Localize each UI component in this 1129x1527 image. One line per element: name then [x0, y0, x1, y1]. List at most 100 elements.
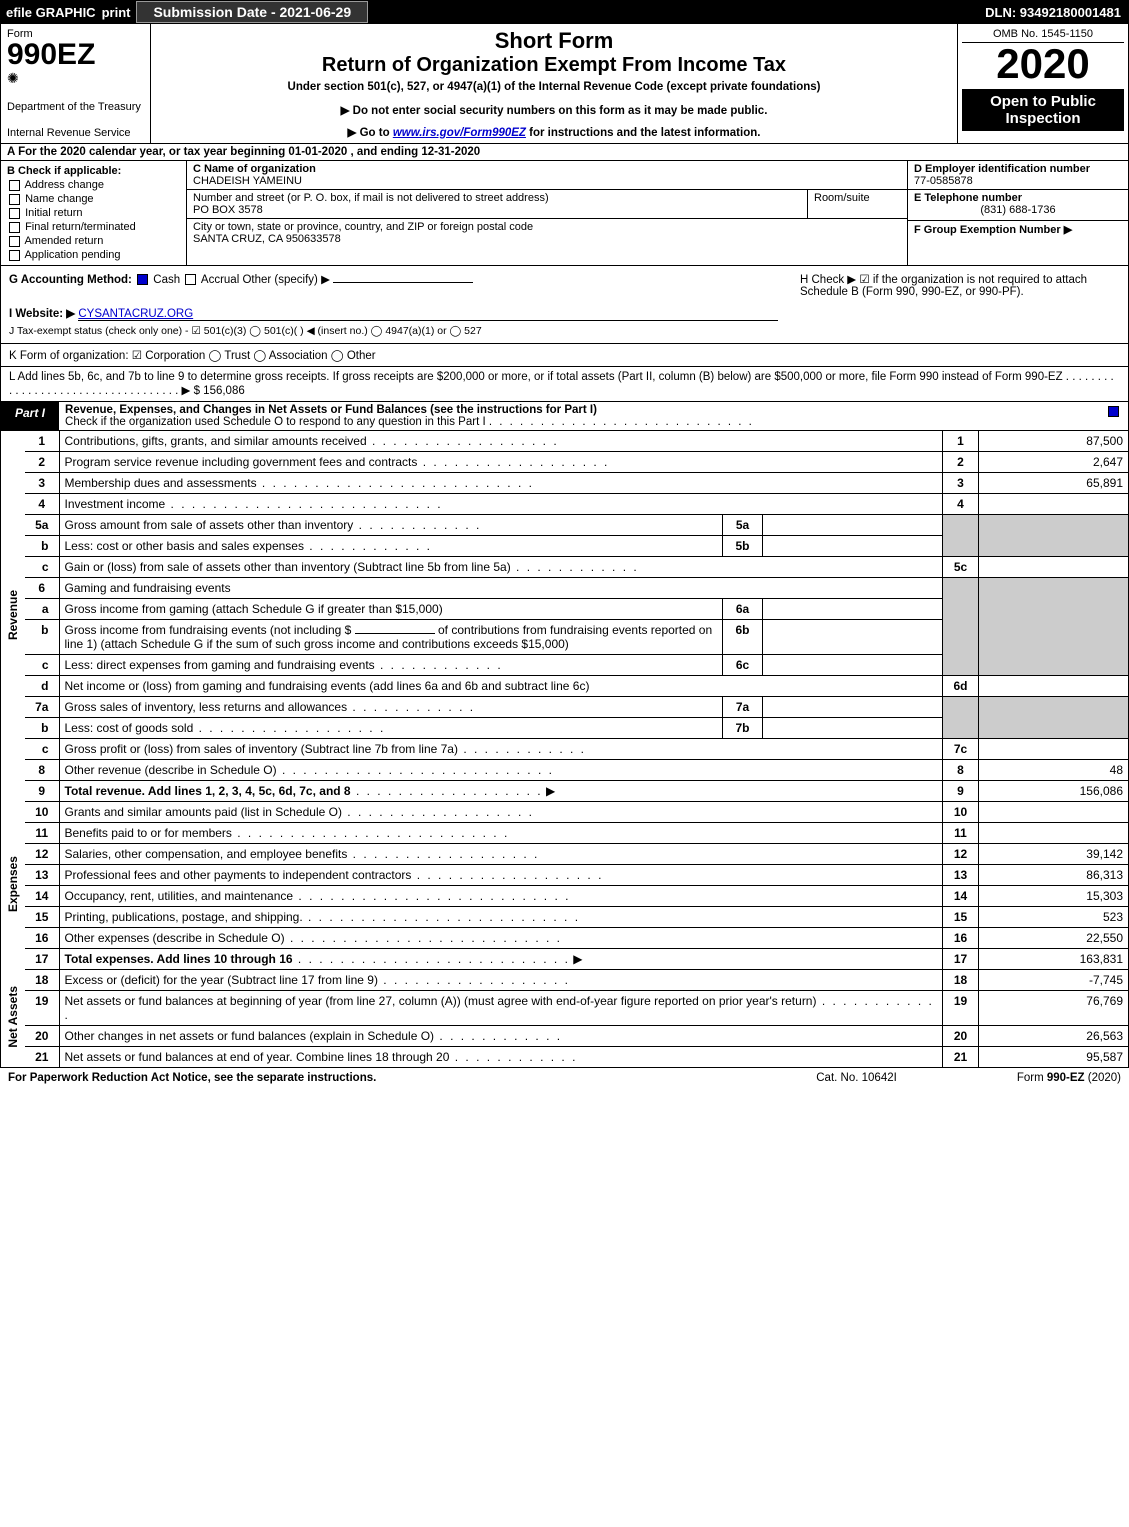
l4-desc: Investment income	[65, 497, 166, 511]
f-header: F Group Exemption Number ▶	[914, 223, 1122, 236]
h-text: H Check ▶ ☑ if the organization is not r…	[800, 272, 1120, 298]
j-tax-exempt: J Tax-exempt status (check only one) - ☑…	[9, 325, 1120, 337]
ln21: 21	[25, 1047, 59, 1068]
cb-initial-return[interactable]: Initial return	[7, 207, 180, 219]
b-header: B Check if applicable:	[7, 165, 180, 177]
phone: (831) 688-1736	[914, 204, 1122, 216]
title-return: Return of Organization Exempt From Incom…	[159, 54, 949, 77]
g-label: G Accounting Method:	[9, 274, 132, 286]
room-suite: Room/suite	[807, 190, 907, 218]
ln5a: 5a	[25, 515, 59, 536]
addr-header: Number and street (or P. O. box, if mail…	[193, 192, 801, 204]
cb-accrual[interactable]	[185, 274, 196, 285]
cb-cash[interactable]	[137, 274, 148, 285]
v14: 15,303	[979, 886, 1129, 907]
l15-desc: Printing, publications, postage, and shi…	[65, 910, 303, 924]
l6b-input[interactable]	[355, 633, 435, 634]
v20: 26,563	[979, 1026, 1129, 1047]
v9: 156,086	[979, 781, 1129, 802]
open-to-public: Open to Public Inspection	[962, 89, 1124, 131]
row-a-tax-year: A For the 2020 calendar year, or tax yea…	[0, 144, 1129, 161]
l17-desc: Total expenses. Add lines 10 through 16	[65, 952, 293, 966]
ln6d: d	[25, 676, 59, 697]
ln4: 4	[25, 494, 59, 515]
l-amount: 156,086	[203, 385, 245, 397]
v17: 163,831	[979, 949, 1129, 970]
v2: 2,647	[979, 452, 1129, 473]
v6b	[763, 620, 943, 655]
g-other: Other (specify) ▶	[242, 274, 329, 286]
ln2: 2	[25, 452, 59, 473]
l10-desc: Grants and similar amounts paid (list in…	[65, 805, 342, 819]
v8: 48	[979, 760, 1129, 781]
v3: 65,891	[979, 473, 1129, 494]
l5a-desc: Gross amount from sale of assets other t…	[65, 518, 354, 532]
ln7c: c	[25, 739, 59, 760]
v11	[979, 823, 1129, 844]
l6b-desc1: Gross income from fundraising events (no…	[65, 623, 352, 637]
dept-treasury: Department of the Treasury	[7, 101, 144, 113]
city-header: City or town, state or province, country…	[193, 221, 901, 233]
part1-header: Part I Revenue, Expenses, and Changes in…	[0, 402, 1129, 431]
form-header: Form 990EZ ✺ Department of the Treasury …	[0, 24, 1129, 144]
goto-pre: ▶ Go to	[348, 127, 393, 139]
l9-desc: Total revenue. Add lines 1, 2, 3, 4, 5c,…	[65, 784, 351, 798]
v5a	[763, 515, 943, 536]
v5c	[979, 557, 1129, 578]
l7b-desc: Less: cost of goods sold	[65, 721, 194, 735]
side-net-assets: Net Assets	[1, 970, 26, 1068]
d-header: D Employer identification number	[914, 163, 1122, 175]
ln6b: b	[25, 620, 59, 655]
l14-desc: Occupancy, rent, utilities, and maintena…	[65, 889, 294, 903]
v15: 523	[979, 907, 1129, 928]
ln8: 8	[25, 760, 59, 781]
irs-link[interactable]: www.irs.gov/Form990EZ	[393, 127, 526, 139]
block-b-c-d: B Check if applicable: Address change Na…	[0, 161, 1129, 266]
l5b-desc: Less: cost or other basis and sales expe…	[65, 539, 304, 553]
v5b	[763, 536, 943, 557]
tax-year: 2020	[962, 43, 1124, 85]
i-label: I Website: ▶	[9, 308, 75, 320]
v10	[979, 802, 1129, 823]
ln6c: c	[25, 655, 59, 676]
g-other-input[interactable]	[333, 282, 473, 283]
v18: -7,745	[979, 970, 1129, 991]
foot-paperwork: For Paperwork Reduction Act Notice, see …	[8, 1072, 376, 1084]
part1-checkbox[interactable]	[1108, 406, 1119, 417]
dln: DLN: 93492180001481	[985, 5, 1129, 20]
goto-line: ▶ Go to www.irs.gov/Form990EZ for instru…	[159, 125, 949, 139]
goto-post: for instructions and the latest informat…	[526, 127, 761, 139]
foot-cat: Cat. No. 10642I	[816, 1072, 897, 1084]
submission-date: Submission Date - 2021-06-29	[136, 1, 368, 23]
col-c: C Name of organization CHADEISH YAMEINU …	[187, 161, 908, 265]
ln6: 6	[25, 578, 59, 599]
l20-desc: Other changes in net assets or fund bala…	[65, 1029, 435, 1043]
print-link[interactable]: print	[102, 5, 131, 20]
row-k: K Form of organization: ☑ Corporation ◯ …	[0, 344, 1129, 367]
cb-pending[interactable]: Application pending	[7, 249, 180, 261]
revenue-table: Revenue 1Contributions, gifts, grants, a…	[0, 431, 1129, 1068]
org-address: PO BOX 3578	[193, 204, 801, 216]
cb-amended[interactable]: Amended return	[7, 235, 180, 247]
ln16: 16	[25, 928, 59, 949]
cb-name-change[interactable]: Name change	[7, 193, 180, 205]
l8-desc: Other revenue (describe in Schedule O)	[65, 763, 277, 777]
part1-sub: Check if the organization used Schedule …	[65, 416, 486, 428]
part1-badge: Part I	[1, 402, 59, 430]
ln18: 18	[25, 970, 59, 991]
open-line1: Open to Public	[966, 93, 1120, 110]
dept-irs: Internal Revenue Service	[7, 127, 144, 139]
v21: 95,587	[979, 1047, 1129, 1068]
side-revenue: Revenue	[1, 431, 26, 802]
g-accrual: Accrual	[201, 274, 239, 286]
cb-final-return[interactable]: Final return/terminated	[7, 221, 180, 233]
ln19: 19	[25, 991, 59, 1026]
v12: 39,142	[979, 844, 1129, 865]
website-link[interactable]: CYSANTACRUZ.ORG	[78, 308, 778, 321]
efile-label: efile GRAPHIC	[0, 5, 102, 20]
foot-form: Form 990-EZ (2020)	[1017, 1072, 1121, 1084]
ln15: 15	[25, 907, 59, 928]
ln9: 9	[25, 781, 59, 802]
ln13: 13	[25, 865, 59, 886]
cb-address-change[interactable]: Address change	[7, 179, 180, 191]
